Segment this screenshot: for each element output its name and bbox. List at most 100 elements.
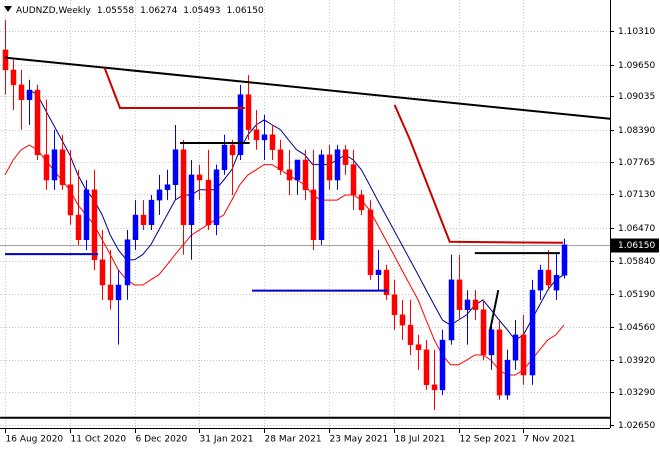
- candle-body: [520, 334, 527, 376]
- y-tick-label: 1.02650: [618, 421, 655, 431]
- candle-body: [375, 269, 382, 275]
- candle-body: [399, 314, 406, 326]
- header-value: 1.06150: [227, 6, 264, 16]
- candle-body: [221, 144, 228, 171]
- candle-body: [253, 129, 260, 141]
- price-label: 1.06150: [618, 241, 655, 251]
- candle-body: [326, 154, 333, 181]
- candle-body: [99, 259, 106, 286]
- candle-body: [439, 339, 446, 391]
- candle-body: [2, 49, 9, 71]
- candle-body: [156, 189, 163, 201]
- candle-body: [464, 299, 471, 310]
- candle-body: [34, 89, 41, 156]
- candle-body: [391, 294, 398, 316]
- candle-body: [448, 279, 455, 341]
- candle-body: [229, 144, 236, 156]
- candle-body: [456, 279, 463, 310]
- x-tick-label: 11 Oct 2020: [71, 435, 127, 445]
- y-tick-label: 1.07130: [618, 190, 655, 200]
- drawing-line: [4, 56, 611, 120]
- drawing-line: [393, 104, 564, 244]
- y-tick-label: 1.03290: [618, 388, 655, 398]
- x-tick-label: 31 Jan 2021: [200, 435, 254, 445]
- header-value: 1.06274: [140, 6, 177, 16]
- candle-body: [310, 189, 317, 240]
- menu-triangle[interactable]: [4, 6, 12, 12]
- moving-average: [4, 144, 565, 376]
- candle-body: [115, 284, 122, 301]
- x-tick-label: 23 May 2021: [330, 435, 389, 445]
- candle-body: [472, 299, 479, 310]
- x-tick-label: 18 Jul 2021: [395, 435, 446, 445]
- candle-body: [59, 149, 66, 185]
- candle-body: [302, 159, 309, 191]
- y-tick-label: 1.10310: [618, 27, 655, 37]
- y-tick-label: 1.09035: [618, 92, 655, 102]
- candle-body: [26, 89, 33, 101]
- candle-body: [512, 334, 519, 361]
- candle-body: [294, 159, 301, 181]
- candle-body: [83, 189, 90, 240]
- candle-body: [367, 209, 374, 275]
- candle-body: [277, 149, 284, 171]
- candle-body: [561, 244, 568, 276]
- candle-body: [496, 329, 503, 396]
- candle-body: [18, 84, 25, 101]
- candle-body: [529, 289, 536, 376]
- grid: [0, 0, 610, 428]
- candle-body: [172, 149, 179, 185]
- candle-body: [188, 174, 195, 226]
- candle-body: [10, 69, 17, 86]
- plot: [0, 20, 611, 419]
- candle-body: [488, 329, 495, 356]
- header: AUDNZD,Weekly 1.05558 1.06274 1.05493 1.0615…: [16, 6, 264, 16]
- candle-body: [205, 179, 212, 226]
- y-tick-label: 1.04560: [618, 323, 655, 333]
- candle-body: [334, 149, 341, 181]
- candle-body: [318, 154, 325, 240]
- y-tick-label: 1.07765: [618, 158, 655, 168]
- candle-body: [261, 134, 268, 141]
- candle-body: [415, 344, 422, 351]
- candle-body: [504, 359, 511, 396]
- candle-body: [358, 194, 365, 211]
- candle-body: [140, 214, 147, 226]
- candle-body: [91, 189, 98, 261]
- candle-body: [286, 169, 293, 181]
- axes: 1.10310 1.09650 1.09035 1.08390 1.07765 1.071…: [5, 27, 659, 445]
- candle-body: [342, 149, 349, 165]
- candle-body: [431, 384, 438, 391]
- symbol: AUDNZD,Weekly: [16, 6, 92, 16]
- x-tick-label: 6 Dec 2020: [136, 435, 188, 445]
- y-tick-label: 1.09650: [618, 61, 655, 71]
- candle-body: [43, 154, 50, 181]
- candle-body: [51, 149, 58, 181]
- candle-body: [213, 169, 220, 226]
- candle-body: [132, 214, 139, 240]
- candle-body: [545, 269, 552, 286]
- candle-body: [148, 199, 155, 226]
- drawing-line: [489, 289, 500, 330]
- x-tick-label: 12 Sep 2021: [460, 435, 517, 445]
- price-label-box: [611, 238, 659, 253]
- candle-body: [383, 269, 390, 296]
- candle-body: [245, 94, 252, 130]
- header-value: 1.05558: [97, 6, 134, 16]
- candle-body: [107, 284, 114, 301]
- y-tick-label: 1.05190: [618, 290, 655, 300]
- candle-body: [237, 94, 244, 156]
- candle-body: [553, 274, 560, 291]
- x-tick-label: 28 Mar 2021: [265, 435, 322, 445]
- candle-body: [407, 324, 414, 345]
- candle-body: [480, 309, 487, 356]
- drawing-line: [103, 67, 245, 109]
- candle-body: [269, 134, 276, 150]
- y-tick-label: 1.03920: [618, 356, 655, 366]
- y-tick-label: 1.05840: [618, 257, 655, 267]
- candle-body: [350, 164, 357, 196]
- candle-body: [124, 239, 131, 286]
- candle-body: [75, 214, 82, 240]
- candle-body: [537, 269, 544, 291]
